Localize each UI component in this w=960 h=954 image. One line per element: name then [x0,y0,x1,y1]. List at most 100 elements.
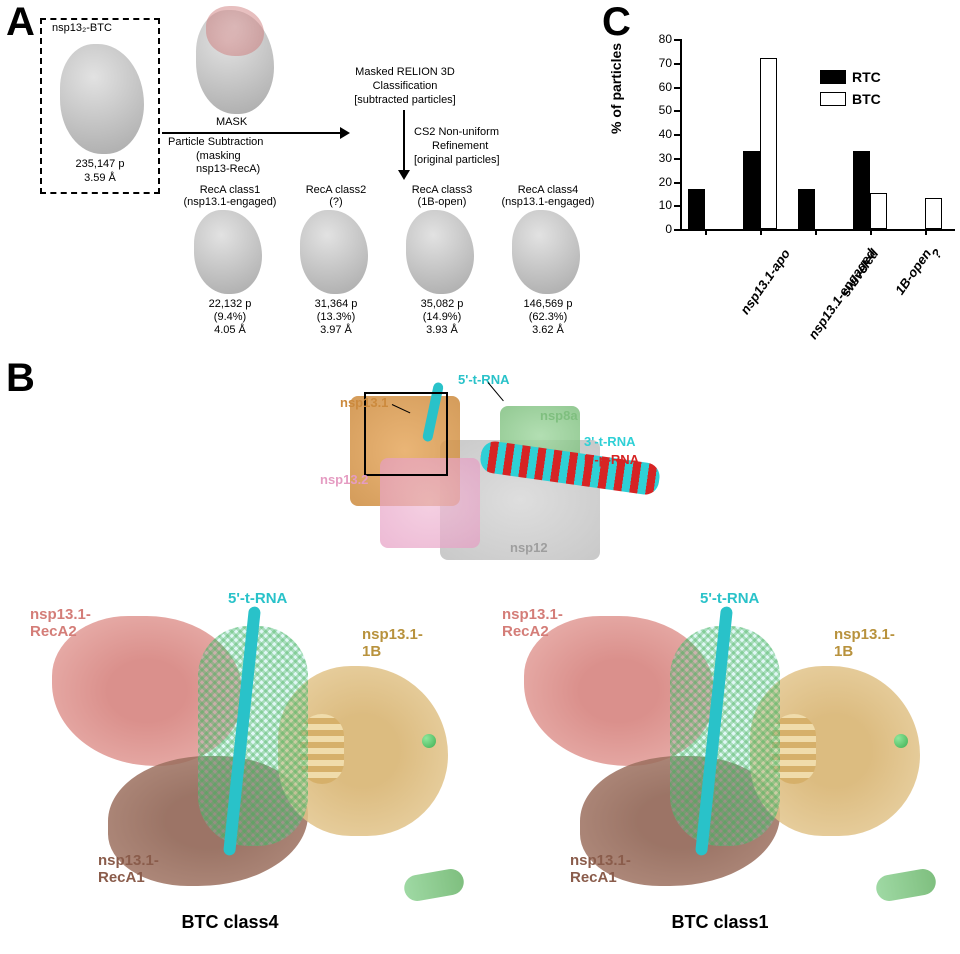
xtick-1 [760,229,762,235]
class-p-0: 22,132 p [180,298,280,310]
bar-chart: 01020304050607080% of particlesnsp13.1-a… [620,24,950,324]
legend-label-BTC: BTC [852,91,881,107]
panel-a-particles: 235,147 p [52,158,148,170]
bar-RTC-0 [688,189,705,229]
ytick-30 [674,158,680,160]
detail-left: 5'-t-RNA nsp13.1- RecA2 nsp13.1- 1B nsp13.1… [28,586,468,904]
class-res-0: 4.05 Å [180,324,280,336]
bar-BTC-4 [925,198,942,229]
yticklabel-20: 20 [646,175,672,189]
subtraction-label-3: nsp13-RecA) [196,163,260,175]
ov-lab-nsp12: nsp12 [510,540,548,555]
yticklabel-40: 40 [646,127,672,141]
yticklabel-70: 70 [646,56,672,70]
class-name-0: RecA class1 [180,184,280,196]
class-sub-2: (1B-open) [392,196,492,208]
arrow-subtraction-head [340,127,350,139]
lab-1b: nsp13.1- 1B [362,626,423,660]
bar-RTC-2 [798,189,815,229]
refine-line2: Refinement [432,140,488,152]
yticklabel-0: 0 [646,222,672,236]
subtraction-label-1: Particle Subtraction [168,136,263,148]
class-p-3: 146,569 p [498,298,598,310]
ytick-80 [674,39,680,41]
ov-lab-nsp131: nsp13.1 [340,395,388,410]
arrow-down-head [398,170,410,180]
legend-swatch-BTC [820,92,846,106]
ytick-0 [674,229,680,231]
legend-label-RTC: RTC [852,69,881,85]
xtick-2 [815,229,817,235]
class-pct-2: (14.9%) [392,311,492,323]
bar-RTC-1 [743,151,760,229]
yticklabel-60: 60 [646,80,672,94]
ion-sphere [894,734,908,748]
lab-reca1: nsp13.1- RecA1 [570,852,631,886]
class-p-1: 31,364 p [286,298,386,310]
ytick-70 [674,63,680,65]
lab-1b: nsp13.1- 1B [834,626,895,660]
class-pct-1: (13.3%) [286,311,386,323]
ov-lab-3t: 3'-t-RNA [584,434,635,449]
caption-right: BTC class1 [620,912,820,933]
lab-5t: 5'-t-RNA [228,590,287,607]
ytick-20 [674,182,680,184]
class-sub-0: (nsp13.1-engaged) [180,196,280,208]
detail-right: 5'-t-RNA nsp13.1- RecA2 nsp13.1- 1B nsp13.1… [500,586,940,904]
panel-a-letter: A [6,0,35,45]
legend-swatch-RTC [820,70,846,84]
yticklabel-30: 30 [646,151,672,165]
caption-left: BTC class4 [130,912,330,933]
lab-reca2: nsp13.1- RecA2 [30,606,91,640]
class-res-3: 3.62 Å [498,324,598,336]
class-pct-0: (9.4%) [180,311,280,323]
yticklabel-10: 10 [646,198,672,212]
ytick-60 [674,87,680,89]
subtraction-label-2: (masking [196,150,241,162]
ov-lab-5p: 5'-p-RNA [584,452,639,467]
class-p-2: 35,082 p [392,298,492,310]
green-ribbon [402,867,466,903]
class-res-2: 3.93 Å [392,324,492,336]
refine-line3: [original particles] [414,154,500,166]
class-blob-0 [194,210,262,294]
arrow-subtraction [162,132,340,134]
class-line1: Masked RELION 3D [320,66,490,78]
class-blob-2 [406,210,474,294]
ytick-40 [674,134,680,136]
lab-reca1: nsp13.1- RecA1 [98,852,159,886]
density-blob-mask-overlay [206,6,264,56]
xtick-4 [925,229,927,235]
xtick-3 [870,229,872,235]
refine-line1: CS2 Non-uniform [414,126,499,138]
yticklabel-50: 50 [646,103,672,117]
class-name-2: RecA class3 [392,184,492,196]
panel-a-resolution: 3.59 Å [52,172,148,184]
green-ribbon [874,867,938,903]
class-blob-3 [512,210,580,294]
yticklabel-80: 80 [646,32,672,46]
class-line2: Classification [320,80,490,92]
lab-reca2: nsp13.1- RecA2 [502,606,563,640]
ov-lab-nsp132: nsp13.2 [320,472,368,487]
class-pct-3: (62.3%) [498,311,598,323]
class-sub-3: (nsp13.1-engaged) [498,196,598,208]
class-blob-1 [300,210,368,294]
y-axis-label: % of particles [608,43,624,134]
panel-a-box-title: nsp13₂-BTC [52,22,112,34]
arrow-down [403,110,405,170]
class-name-3: RecA class4 [498,184,598,196]
panel-b-letter: B [6,356,35,401]
ytick-50 [674,110,680,112]
class-line3: [subtracted particles] [320,94,490,106]
xlabel-0: nsp13.1-apo [737,246,793,317]
bar-BTC-3 [870,193,887,229]
lab-5t: 5'-t-RNA [700,590,759,607]
xtick-0 [705,229,707,235]
bar-RTC-3 [853,151,870,229]
y-axis [680,39,682,229]
ov-lab-5t: 5'-t-RNA [458,372,509,387]
class-sub-1: (?) [286,196,386,208]
ion-sphere [422,734,436,748]
xlabel-3: 1B-open [892,246,934,297]
